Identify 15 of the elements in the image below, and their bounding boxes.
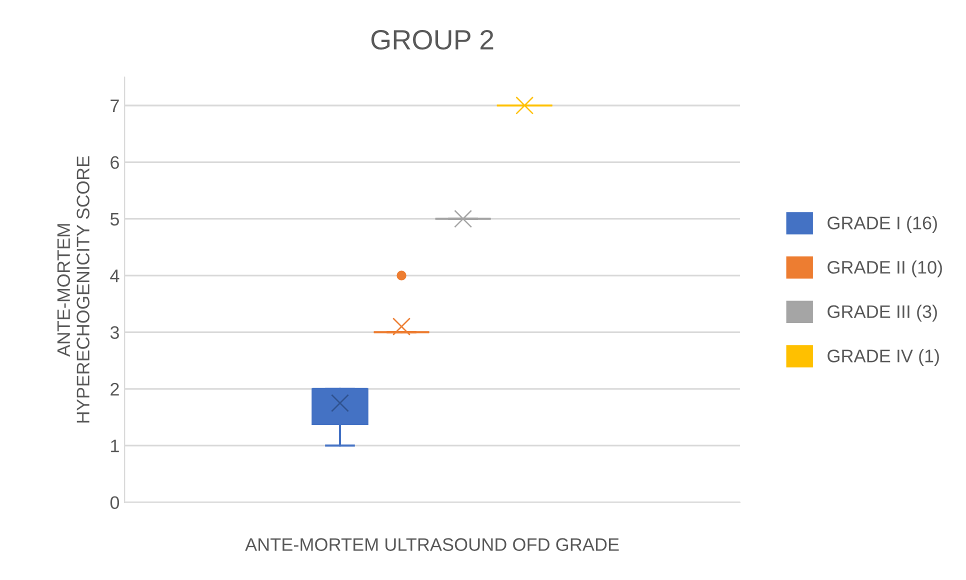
y-tick-label: 4 [110,270,120,282]
chart-title: GROUP 2 [371,30,494,50]
y-tick-label: 0 [110,496,120,509]
x-axis-title: ANTE-MORTEM ULTRASOUND OFD GRADE [245,538,619,551]
legend-label: GRADE III (3) [828,304,937,322]
legend-label: GRADE II (10) [828,260,942,278]
legend-label: GRADE IV (1) [828,349,939,366]
y-tick-label: 5 [110,212,119,226]
y-tick-label: 2 [110,382,119,396]
legend-label: GRADE I (16) [828,216,937,233]
y-axis-title: ANTE-MORTEM HYPERECHOGENICITY SCORE [57,156,90,423]
y-tick-label: 3 [110,326,119,339]
y-tick-label: 7 [110,100,119,112]
y-tick-label: 1 [111,440,119,452]
y-tick-label: 6 [110,156,119,169]
